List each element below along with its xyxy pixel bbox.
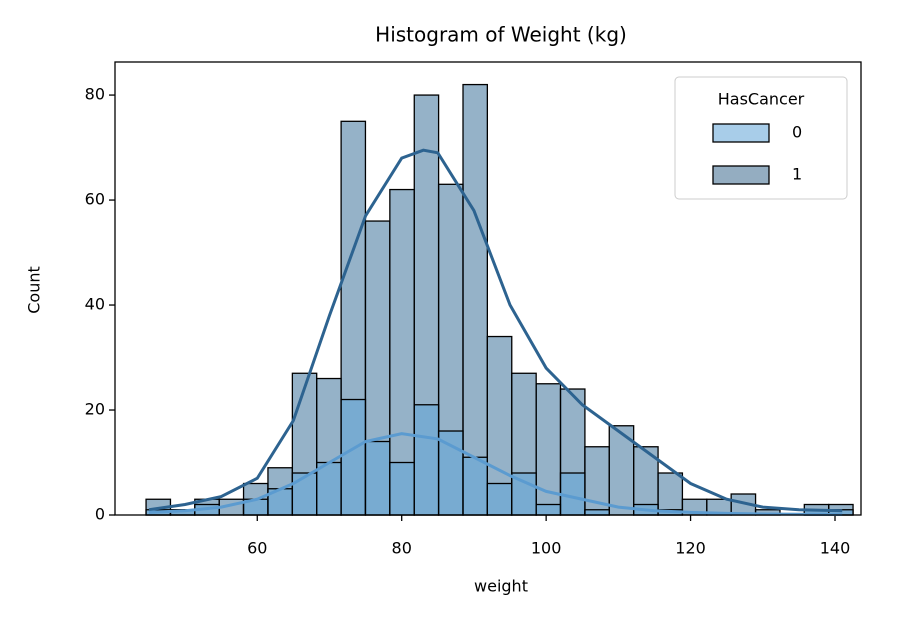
- x-tick-label: 80: [392, 539, 412, 558]
- histogram-bar: [389, 188, 415, 516]
- kde-line: [148, 432, 843, 516]
- histogram-bar: [291, 472, 318, 516]
- histogram-bar: [657, 472, 684, 516]
- y-tick-label: 20: [85, 400, 105, 419]
- y-tick-label: 40: [85, 295, 105, 314]
- histogram-bar: [437, 430, 464, 516]
- histogram-bar: [535, 383, 562, 516]
- histogram-bar: [389, 461, 415, 516]
- axes-frame: [114, 61, 862, 516]
- chart-title: Histogram of Weight (kg): [375, 23, 627, 47]
- x-tick-label: 120: [675, 539, 706, 558]
- x-tick-label: 140: [820, 539, 851, 558]
- histogram-bar: [316, 461, 342, 516]
- histogram-bar: [584, 509, 610, 516]
- y-tick-label: 60: [85, 190, 105, 209]
- legend-swatch: [712, 123, 770, 143]
- legend-swatch: [712, 165, 770, 185]
- histogram-bar: [413, 404, 440, 516]
- histogram-bar: [364, 440, 391, 516]
- histogram-bar: [462, 83, 489, 516]
- x-axis-label: weight: [474, 577, 528, 596]
- x-tick-label: 60: [247, 539, 267, 558]
- y-axis-label: Count: [25, 266, 44, 314]
- histogram-bar: [535, 503, 562, 516]
- histogram-bar: [511, 472, 537, 516]
- y-tick-label: 80: [85, 85, 105, 104]
- x-tick-label: 100: [531, 539, 562, 558]
- histogram-bar: [486, 482, 513, 516]
- legend-label: 0: [792, 123, 802, 142]
- legend-title: HasCancer: [718, 90, 805, 109]
- kde-line: [148, 148, 843, 513]
- y-tick-label: 0: [95, 505, 105, 524]
- histogram-bar: [462, 456, 489, 516]
- histogram-bar: [340, 398, 367, 516]
- legend-label: 1: [792, 165, 802, 184]
